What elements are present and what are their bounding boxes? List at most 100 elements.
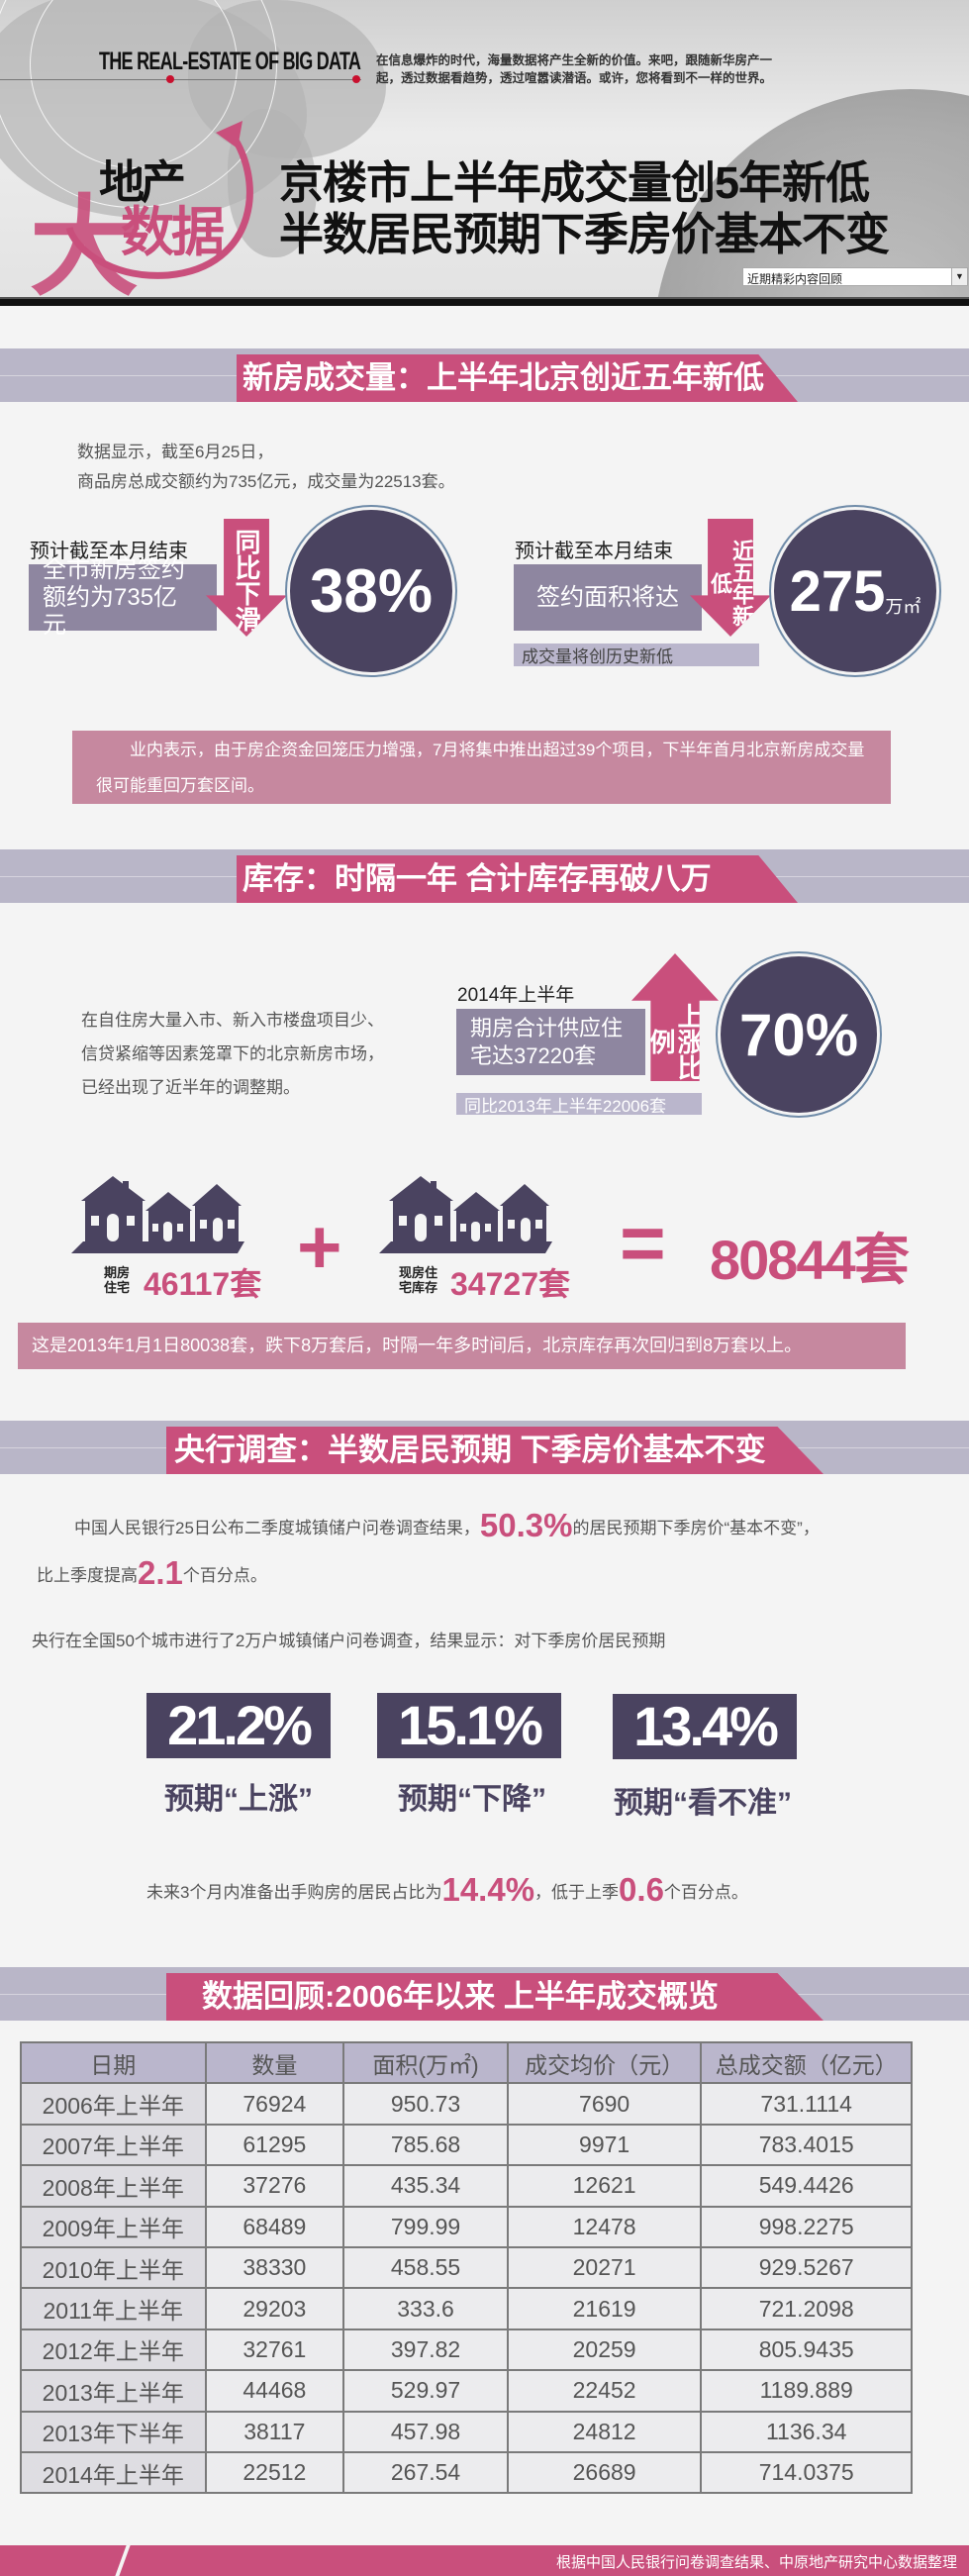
table-cell: 22452 [506, 2369, 703, 2413]
text: 中国人民银行25日公布二季度城镇储户问卷调查结果， [74, 1519, 480, 1537]
text: 的居民预期下季房价“基本不变”， [572, 1519, 820, 1537]
table-cell: 2007年上半年 [20, 2123, 207, 2167]
houses-icon [71, 1176, 244, 1253]
table-row: 2014年上半年 22512 267.54 26689 714.0375 [20, 2450, 913, 2495]
table-cell: 76924 [204, 2082, 345, 2126]
column-header: 日期 [20, 2040, 207, 2085]
stat-value: 15.1% [377, 1693, 561, 1758]
table-cell: 333.6 [342, 2287, 509, 2330]
table-cell: 397.82 [342, 2328, 509, 2372]
table-cell: 549.4426 [700, 2164, 913, 2208]
stat-value: 70% [738, 1001, 859, 1068]
body-text: 已经出现了近半年的调整期。 [81, 1078, 300, 1097]
stat-box: 全市新房签约额约为735亿元 [29, 556, 217, 639]
table-row: 2010年上半年 38330 458.55 20271 929.5267 [20, 2245, 913, 2290]
table-cell: 731.1114 [700, 2082, 913, 2126]
equals-icon: = [620, 1199, 666, 1287]
table-cell: 950.73 [342, 2082, 509, 2126]
logo-da: 大 [30, 187, 139, 297]
highlight-value: 14.4% [441, 1871, 535, 1908]
page-title-line2: 半数居民预期下季房价基本不变 [279, 209, 890, 259]
table-cell: 22512 [204, 2450, 345, 2495]
archive-dropdown[interactable]: 近期精彩内容回顾 ▼ [742, 267, 968, 286]
table-cell: 29203 [204, 2287, 345, 2330]
table-cell: 24812 [506, 2410, 703, 2453]
table-cell: 799.99 [342, 2205, 509, 2248]
note-box: 业内表示，由于房企资金回笼压力增强，7月将集中推出超过39个项目，下半年首月北京… [72, 731, 891, 804]
table-cell: 1136.34 [700, 2410, 913, 2453]
note-box: 这是2013年1月1日80038套，跌下8万套后，时隔一年多时间后，北京库存再次… [18, 1323, 906, 1369]
column-header: 总成交额（亿元） [700, 2040, 913, 2085]
intro-text: 数据显示，截至6月25日， [77, 443, 274, 461]
stat-label: 预期“上涨” [164, 1783, 313, 1816]
table-cell: 2010年上半年 [20, 2245, 207, 2290]
table-cell: 929.5267 [700, 2245, 913, 2290]
column-header: 成交均价（元） [506, 2040, 703, 2085]
text: 未来3个月内准备出手购房的居民占比为 [146, 1883, 442, 1902]
table-cell: 12478 [506, 2205, 703, 2248]
hero-title-en: THE REAL-ESTATE OF BIG DATA [99, 48, 361, 75]
survey-text: 比上季度提高2.1个百分点。 [37, 1554, 267, 1592]
table-cell: 44468 [204, 2369, 345, 2413]
table-row: 2007年上半年 61295 785.68 9971 783.4015 [20, 2123, 913, 2167]
text: 个百分点。 [182, 1566, 267, 1585]
plus-icon: + [297, 1203, 342, 1290]
stat-value: 13.4% [613, 1694, 797, 1759]
dropdown-value: 近期精彩内容回顾 [747, 272, 843, 286]
stock-label: 现房住宅库存 [399, 1265, 438, 1295]
table-cell: 1189.889 [700, 2369, 913, 2413]
table-cell: 998.2275 [700, 2205, 913, 2248]
section-band: 数据回顾:2006年以来 上半年成交概览 [0, 1967, 969, 2021]
text: ，低于上季 [534, 1883, 620, 1902]
table-cell: 2013年下半年 [20, 2410, 207, 2453]
body-text: 在自住房大量入市、新入市楼盘项目少、 [81, 1011, 384, 1030]
column-header: 数量 [204, 2040, 345, 2085]
table-cell: 12621 [506, 2164, 703, 2208]
source-credit: 根据中国人民银行问卷调查结果、中原地产研究中心数据整理 [555, 2554, 957, 2571]
arrow-label: 近五年新低 [708, 539, 754, 627]
stat-box-text: 全市新房签约额约为735亿元 [43, 555, 185, 639]
stat-circle: 275 万㎡ [774, 510, 936, 672]
table-row: 2011年上半年 29203 333.6 21619 721.2098 [20, 2287, 913, 2330]
stat-label: 预期“看不准” [614, 1787, 792, 1820]
table-cell: 2013年上半年 [20, 2369, 207, 2413]
survey-text: 央行在全国50个城市进行了2万户城镇储户问卷调查，结果显示：对下季房价居民预期 [32, 1632, 666, 1650]
table-cell: 61295 [204, 2123, 345, 2167]
column-header: 面积(万㎡) [342, 2040, 509, 2085]
stat-circle: 70% [721, 956, 877, 1113]
table-row: 2006年上半年 76924 950.73 7690 731.1114 [20, 2082, 913, 2126]
table-cell: 721.2098 [700, 2287, 913, 2330]
hero-description: 在信息爆炸的时代，海量数据将产生全新的价值。来吧，跟随新华房产一 [376, 53, 773, 67]
section-title: 新房成交量：上半年北京创近五年新低 [237, 354, 798, 402]
table-cell: 7690 [506, 2082, 703, 2126]
arrow-label: 同比下滑 [232, 529, 261, 632]
stat-value: 21.2% [146, 1693, 331, 1758]
table-row: 2009年上半年 68489 799.99 12478 998.2275 [20, 2205, 913, 2248]
stat-value: 275 [789, 558, 886, 624]
header-divider [0, 297, 969, 306]
table-cell: 435.34 [342, 2164, 509, 2208]
red-dot [166, 75, 174, 83]
stat-value: 38% [309, 556, 434, 626]
body-text: 信贷紧缩等因素笼罩下的北京新房市场， [81, 1044, 384, 1063]
highlight-value: 0.6 [619, 1871, 664, 1908]
stat-box-text: 签约面积将达 [536, 583, 679, 611]
logo-shuju: 数据 [121, 203, 225, 262]
intro-text: 商品房总成交额约为735亿元，成交量为22513套。 [77, 472, 455, 491]
period-label: 2014年上半年 [457, 985, 575, 1006]
survey-text: 未来3个月内准备出手购房的居民占比为14.4%，低于上季0.6个百分点。 [146, 1871, 748, 1909]
survey-text: 中国人民银行25日公布二季度城镇储户问卷调查结果，50.3%的居民预期下季房价“… [74, 1507, 820, 1544]
table-row: 2012年上半年 32761 397.82 20259 805.9435 [20, 2328, 913, 2372]
highlight-value: 2.1 [138, 1554, 183, 1591]
table-cell: 9971 [506, 2123, 703, 2167]
down-arrow-icon: 同比下滑 [206, 519, 287, 637]
table-cell: 2012年上半年 [20, 2328, 207, 2372]
table-cell: 26689 [506, 2450, 703, 2495]
table-row: 2008年上半年 37276 435.34 12621 549.4426 [20, 2164, 913, 2208]
table-cell: 2008年上半年 [20, 2164, 207, 2208]
chevron-down-icon[interactable]: ▼ [951, 268, 967, 285]
table-cell: 2009年上半年 [20, 2205, 207, 2248]
table-cell: 38117 [204, 2410, 345, 2453]
stat-label: 预计截至本月结束 [515, 541, 673, 562]
footer-bar: 根据中国人民银行问卷调查结果、中原地产研究中心数据整理 [0, 2545, 969, 2576]
